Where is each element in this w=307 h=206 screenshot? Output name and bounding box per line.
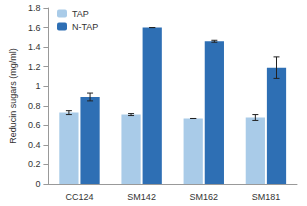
svg-text:0.2: 0.2 xyxy=(28,159,41,169)
svg-text:1.4: 1.4 xyxy=(28,42,41,52)
svg-text:0.8: 0.8 xyxy=(28,101,41,111)
svg-text:SM181: SM181 xyxy=(252,192,281,202)
svg-text:Reducin sugars (mg/ml): Reducin sugars (mg/ml) xyxy=(8,48,18,144)
svg-text:1.6: 1.6 xyxy=(28,23,41,33)
svg-text:CC124: CC124 xyxy=(65,192,93,202)
svg-text:SM142: SM142 xyxy=(127,192,156,202)
svg-text:SM162: SM162 xyxy=(190,192,219,202)
svg-text:TAP: TAP xyxy=(72,9,89,19)
svg-text:0: 0 xyxy=(35,179,40,189)
svg-text:0.4: 0.4 xyxy=(28,140,41,150)
svg-text:0.6: 0.6 xyxy=(28,120,41,130)
svg-text:1.2: 1.2 xyxy=(28,62,41,72)
svg-text:1: 1 xyxy=(35,81,40,91)
svg-text:1.8: 1.8 xyxy=(28,3,41,13)
svg-text:N-TAP: N-TAP xyxy=(72,22,98,32)
